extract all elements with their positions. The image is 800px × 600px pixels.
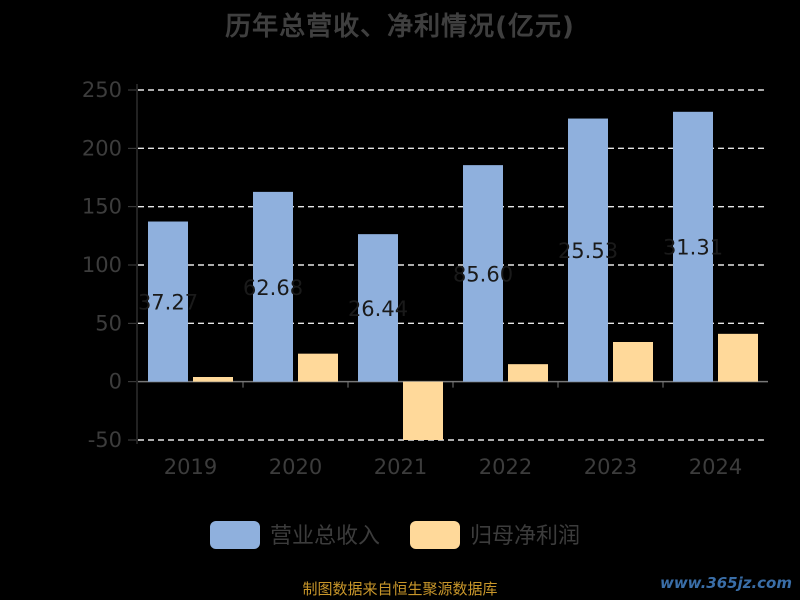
- net-profit-bar: [298, 353, 338, 382]
- revenue-bar: [148, 221, 188, 382]
- revenue-bar: [253, 191, 293, 382]
- x-tick-label: 2022: [479, 455, 532, 479]
- watermark: www.365jz.com: [659, 574, 792, 592]
- revenue-bar: [463, 165, 503, 382]
- x-tick-label: 2021: [374, 455, 427, 479]
- revenue-data-label: 25.53: [558, 239, 618, 263]
- x-tick-label: 2024: [689, 455, 742, 479]
- bars-layer: [148, 111, 758, 440]
- chart-title: 历年总营收、净利情况(亿元): [225, 12, 575, 42]
- revenue-bar: [568, 118, 608, 382]
- net-profit-bar: [403, 381, 443, 440]
- x-tick-label: 2019: [164, 455, 217, 479]
- net-profit-bar: [508, 364, 548, 382]
- revenue-data-label: 26.44: [348, 297, 408, 321]
- y-tick-label: 250: [82, 78, 122, 102]
- legend-label-net-profit: 归母净利润: [470, 524, 580, 549]
- net-profit-bar: [613, 342, 653, 382]
- legend-label-revenue: 营业总收入: [270, 524, 380, 549]
- revenue-bar: [673, 111, 713, 382]
- x-tick-label: 2023: [584, 455, 637, 479]
- revenue-data-label: 31.31: [663, 236, 723, 260]
- axis-layer: -50 0 50 100 150 200 250 2019 2020 2021 2022 2023 20…: [82, 78, 768, 479]
- revenue-data-label: 62.68: [243, 276, 303, 300]
- legend: 营业总收入 归母净利润: [210, 521, 580, 549]
- data-labels-layer: 37.27 62.68 26.44 85.60 25.53 31.31: [138, 236, 723, 321]
- legend-swatch-net-profit: [410, 521, 460, 549]
- y-tick-label: 200: [82, 136, 122, 160]
- y-tick-label: 150: [82, 195, 122, 219]
- net-profit-bar: [718, 333, 758, 382]
- y-tick-label: 0: [109, 370, 122, 394]
- revenue-data-label: 85.60: [453, 262, 513, 286]
- y-tick-label: 50: [95, 311, 122, 335]
- x-tick-label: 2020: [269, 455, 322, 479]
- revenue-bar: [358, 234, 398, 382]
- revenue-data-label: 37.27: [138, 291, 198, 315]
- legend-swatch-revenue: [210, 521, 260, 549]
- source-footer: 制图数据来自恒生聚源数据库: [302, 580, 498, 598]
- y-tick-label: 100: [82, 253, 122, 277]
- grid-layer: [138, 89, 768, 441]
- y-tick-label: -50: [88, 428, 122, 452]
- net-profit-bar: [193, 377, 233, 382]
